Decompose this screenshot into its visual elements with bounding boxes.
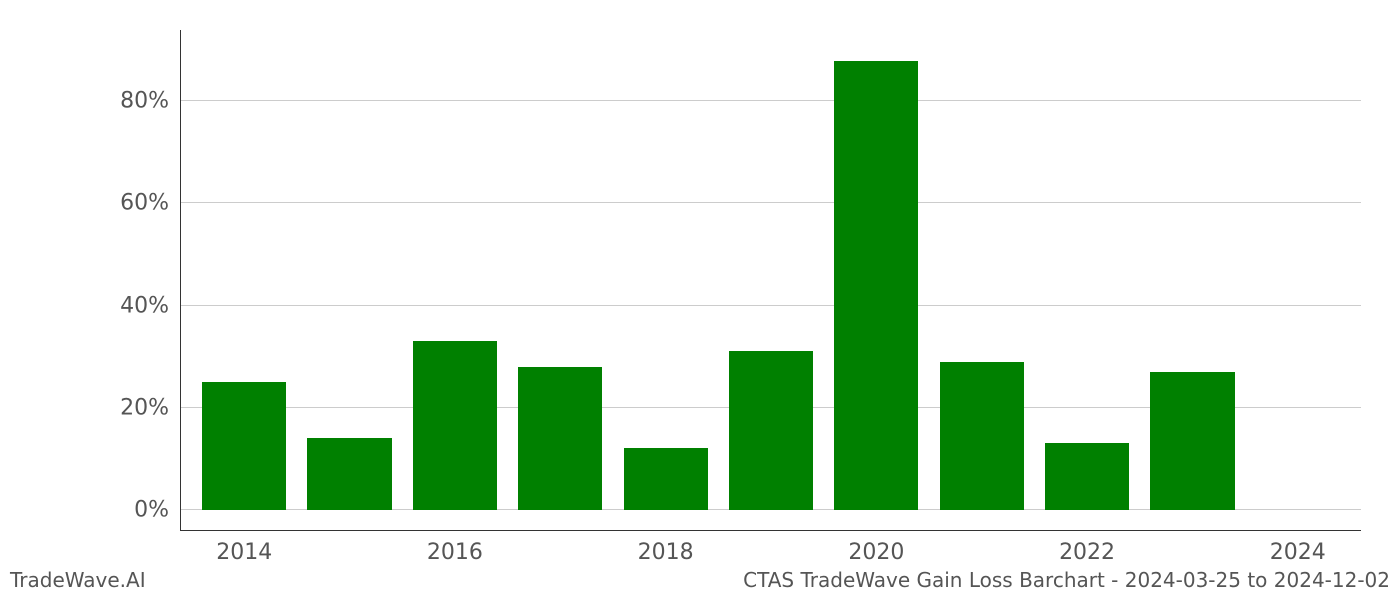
bar [1150,372,1234,510]
x-tick-label: 2018 [638,530,694,565]
bar [518,367,602,510]
gridline [181,305,1361,306]
plot-area: 0%20%40%60%80%201420162018202020222024 [180,30,1361,531]
bar [202,382,286,510]
bar [834,61,918,510]
chart-container: 0%20%40%60%80%201420162018202020222024 T… [0,0,1400,600]
y-tick-label: 60% [120,191,181,216]
gridline [181,202,1361,203]
gridline [181,100,1361,101]
bar [940,362,1024,510]
y-tick-label: 20% [120,395,181,420]
bar [307,438,391,509]
x-tick-label: 2016 [427,530,483,565]
footer-left-label: TradeWave.AI [10,568,146,592]
x-tick-label: 2014 [216,530,272,565]
bar [729,351,813,509]
bar [1045,443,1129,509]
y-tick-label: 80% [120,89,181,114]
footer-right-label: CTAS TradeWave Gain Loss Barchart - 2024… [743,568,1390,592]
bar [413,341,497,509]
y-tick-label: 40% [120,293,181,318]
x-tick-label: 2022 [1059,530,1115,565]
bar [624,448,708,509]
x-tick-label: 2024 [1270,530,1326,565]
x-tick-label: 2020 [848,530,904,565]
y-tick-label: 0% [134,497,181,522]
